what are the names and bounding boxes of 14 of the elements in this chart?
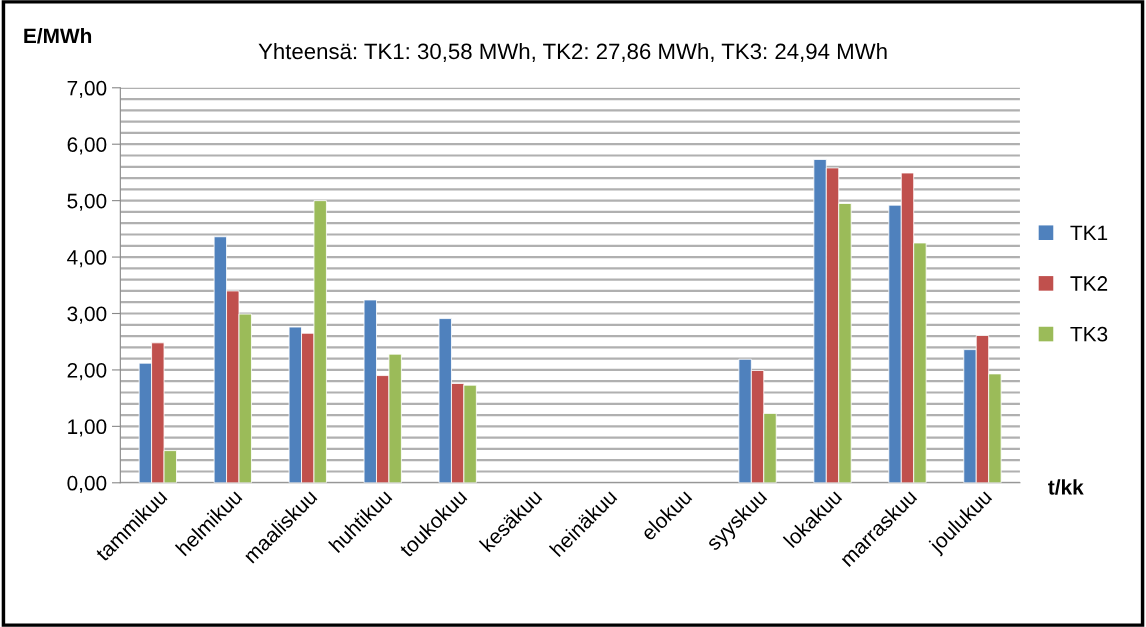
y-tick-label: 0,00 (67, 475, 107, 493)
legend-label: TK1 (1070, 225, 1108, 240)
legend-label: TK2 (1070, 276, 1108, 291)
y-tick-label: 5,00 (67, 193, 107, 211)
x-axis-title: t/kk (1048, 479, 1084, 495)
y-tick-label: 6,00 (67, 137, 107, 155)
y-tick-label: 7,00 (67, 80, 107, 98)
y-tick-label: 3,00 (67, 306, 107, 324)
y-tick-label: 1,00 (68, 419, 107, 437)
legend-label: TK3 (1070, 326, 1108, 342)
y-axis-title: E/MWh (24, 27, 92, 44)
chart-title: Yhteensä: TK1: 30,58 MWh, TK2: 27,86 MWh, TK3: 24,94 MWh (258, 42, 887, 62)
y-tick-label: 2,00 (67, 362, 107, 381)
y-tick-label: 4,00 (67, 250, 107, 268)
